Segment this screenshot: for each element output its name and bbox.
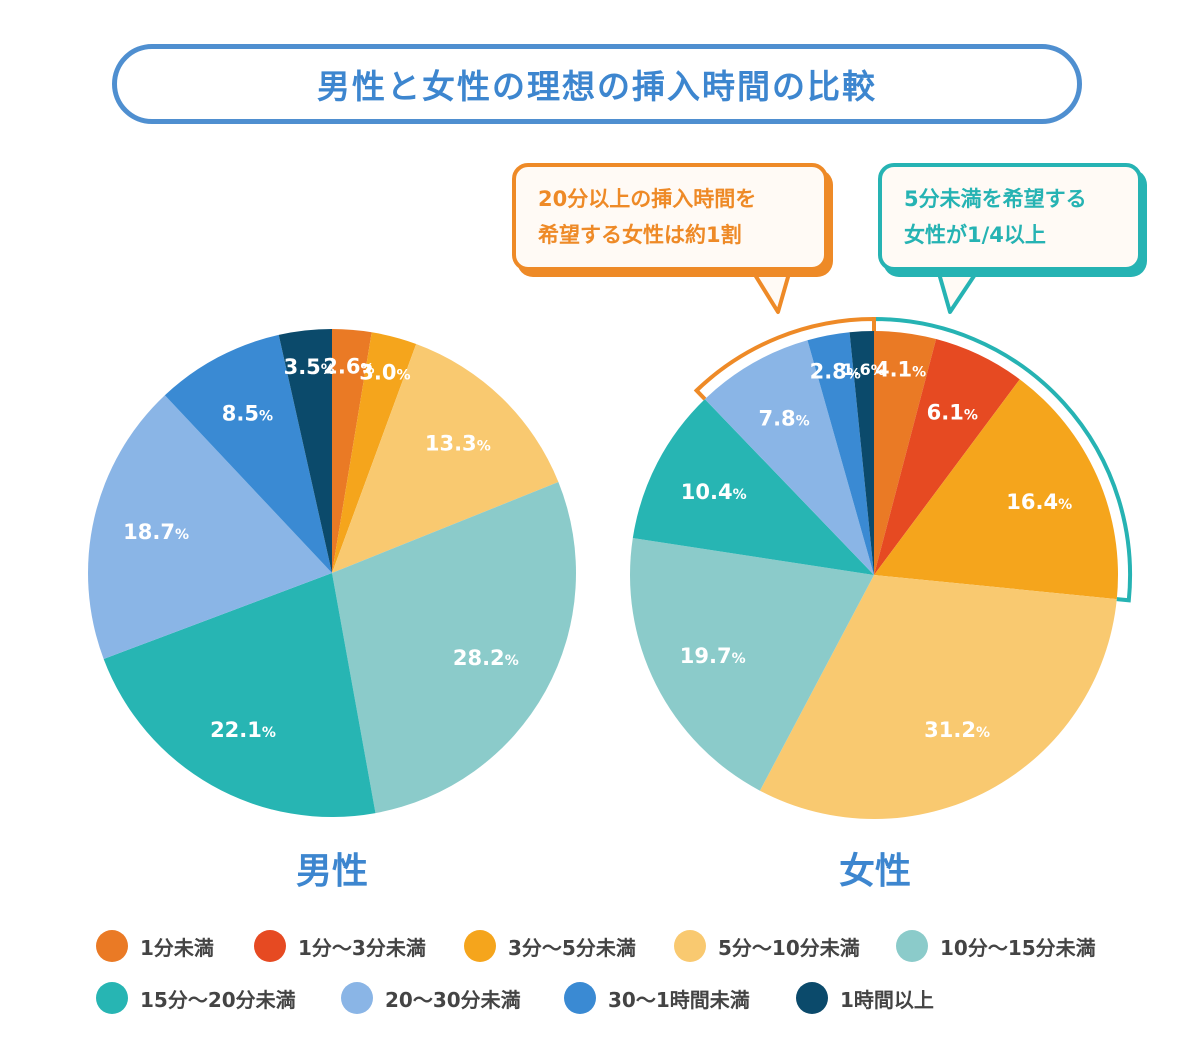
legend-swatch	[464, 930, 496, 962]
pie-slice	[874, 379, 1119, 600]
pie-slice	[807, 332, 874, 575]
legend-item: 30～1時間未満	[564, 980, 750, 1016]
slice-label: 1.6%	[842, 360, 884, 379]
legend-label: 1分未満	[140, 935, 214, 960]
male-chart-title: 男性	[295, 851, 368, 892]
slice-label: 16.4%	[1006, 490, 1072, 514]
legend-label: 1分～3分未満	[298, 935, 426, 960]
slice-label: 28.2%	[453, 646, 519, 670]
legend-swatch	[674, 930, 706, 962]
legend-item: 1分未満	[96, 928, 214, 964]
legend-label: 1時間以上	[840, 987, 934, 1012]
legend-label: 5分～10分未満	[718, 935, 860, 960]
legend-item: 20～30分未満	[341, 980, 521, 1016]
legend-swatch	[564, 982, 596, 1014]
pie-slice	[759, 575, 1117, 819]
callout-line: 20分以上の挿入時間を	[538, 187, 757, 211]
callout-line: 希望する女性は約1割	[538, 223, 742, 247]
pie-slice	[874, 339, 1020, 575]
legend-item: 1時間以上	[796, 980, 934, 1016]
legend-item: 1分～3分未満	[254, 928, 426, 964]
legend-item: 15分～20分未満	[96, 980, 296, 1016]
callout-line: 5分未満を希望する	[904, 187, 1087, 211]
highlight-arc-under-5min	[872, 316, 1133, 603]
pie-slice	[278, 329, 332, 573]
pie-slice	[332, 329, 372, 573]
callout-tail	[750, 268, 792, 314]
pie-slice	[103, 573, 376, 817]
pie-slice	[629, 538, 874, 791]
legend-swatch	[96, 982, 128, 1014]
pie-slice	[332, 332, 417, 573]
pie-slice	[874, 331, 937, 575]
legend-swatch	[896, 930, 928, 962]
legend-swatch	[796, 982, 828, 1014]
callout-under-5min: 5分未満を希望する 女性が1/4以上	[878, 163, 1142, 271]
highlight-arc-over-20min	[693, 316, 876, 401]
callout-line: 女性が1/4以上	[904, 223, 1046, 247]
pie-slice	[704, 340, 874, 575]
pie-slice	[164, 334, 332, 573]
legend-label: 30～1時間未満	[608, 987, 750, 1012]
chart-title: 男性と女性の理想の挿入時間の比較	[317, 67, 877, 106]
pie-slice	[332, 482, 576, 814]
legend-label: 20～30分未満	[385, 987, 521, 1012]
legend-label: 3分～5分未満	[508, 935, 636, 960]
female-chart-title: 女性	[838, 851, 911, 892]
pie-slice	[332, 343, 559, 573]
pie-slice	[849, 331, 874, 575]
pie-slice	[632, 399, 874, 575]
pie-slice	[88, 395, 332, 659]
legend-swatch	[254, 930, 286, 962]
legend-item: 3分～5分未満	[464, 928, 636, 964]
legend-swatch	[341, 982, 373, 1014]
legend-item: 5分～10分未満	[674, 928, 860, 964]
callout-over-20min: 20分以上の挿入時間を 希望する女性は約1割	[512, 163, 828, 271]
title-banner: 男性と女性の理想の挿入時間の比較	[112, 44, 1082, 124]
legend-label: 15分～20分未満	[140, 987, 296, 1012]
callout-tail	[936, 268, 980, 314]
legend-swatch	[96, 930, 128, 962]
legend-item: 10分～15分未満	[896, 928, 1096, 964]
legend-label: 10分～15分未満	[940, 935, 1096, 960]
